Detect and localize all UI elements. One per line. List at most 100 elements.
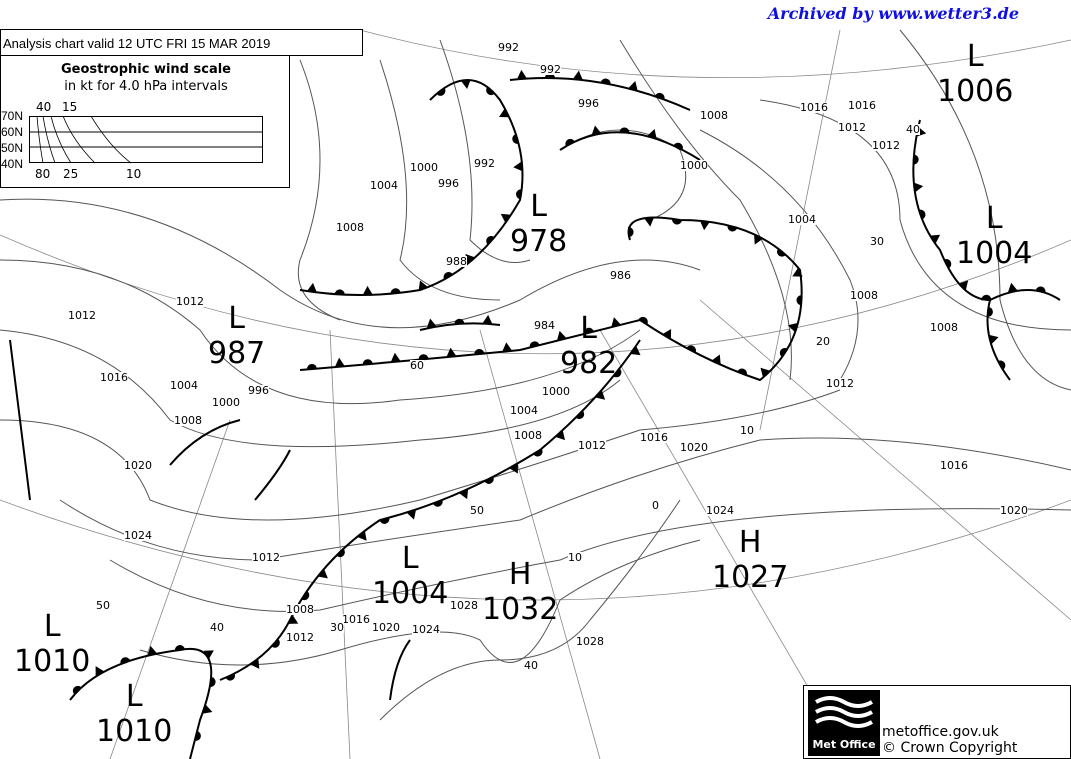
warm-front-semicircle [943, 259, 952, 269]
cold-front-triangle [202, 704, 213, 714]
warm-front-semicircle [334, 289, 345, 295]
cold-front-triangle [630, 345, 641, 356]
centre-value: 1027 [712, 560, 789, 595]
centre-type: L [530, 189, 547, 224]
centre-value: 978 [510, 224, 568, 259]
isobar-label: 40 [210, 621, 224, 634]
warm-front-semicircle [575, 410, 585, 420]
scale-lat-label: 50N [1, 141, 24, 155]
wind-scale-subtitle: in kt for 4.0 hPa intervals [64, 79, 228, 94]
isobar-label: 1008 [850, 289, 878, 302]
logo-text: Met Office [812, 738, 876, 751]
isobar-label: 1000 [410, 161, 438, 174]
warm-front-semicircle [619, 127, 630, 133]
isobar-label: 1008 [174, 414, 202, 427]
cold-front-triangle [406, 509, 417, 520]
cold-front-triangle [509, 463, 518, 474]
isobar-label: 1008 [700, 109, 728, 122]
cold-front-triangle [929, 234, 941, 244]
pressure-centre-low: L 1004 [372, 544, 448, 609]
isobar-label: 1012 [578, 439, 606, 452]
cold-front-triangle [591, 125, 602, 136]
pressure-centre-low: L 982 [560, 314, 617, 379]
isobar-label: 1016 [848, 99, 876, 112]
cold-front-triangle [390, 352, 401, 363]
isobar-label: 1008 [514, 429, 542, 442]
isobar-label: 0 [652, 499, 659, 512]
warm-front-semicircle [72, 685, 82, 695]
warm-front-semicircle [336, 548, 345, 558]
cold-front-triangle [418, 280, 428, 291]
cold-front-triangle [446, 347, 457, 358]
centre-type: L [401, 541, 419, 576]
warm-front-semicircle [225, 673, 236, 681]
pressure-centre-low: L 1010 [14, 612, 90, 677]
isobar-label: 1016 [940, 459, 968, 472]
archive-banner[interactable]: Archived by www.wetter3.de [767, 4, 1019, 23]
warm-front-semicircle [209, 676, 216, 687]
cold-front-triangle [644, 217, 655, 227]
cold-front-triangle [362, 285, 373, 296]
isobar-label: 1012 [252, 551, 280, 564]
cold-front-triangle [958, 280, 969, 291]
centre-value: 1004 [956, 236, 1033, 271]
warm-front-semicircle [600, 78, 611, 85]
scale-bottom-tick: 80 [35, 167, 51, 181]
warm-front-semicircle [654, 93, 665, 100]
cold-front-triangle [513, 161, 523, 172]
warm-front-semicircle [120, 657, 131, 664]
cold-front-triangle [306, 282, 317, 293]
warm-front-semicircle [627, 227, 634, 238]
centre-value: 1004 [372, 576, 449, 611]
centre-type: L [43, 609, 61, 644]
cold-front-triangle [913, 182, 924, 193]
isobar-label: 30 [870, 235, 884, 248]
isobar-label: 1004 [170, 379, 198, 392]
warm-front-semicircle [673, 142, 683, 150]
isobar-label: 1000 [212, 396, 240, 409]
cold-front-triangle [502, 342, 513, 352]
isobar-label: 1020 [124, 459, 152, 472]
credit-url[interactable]: metoffice.gov.uk [882, 724, 999, 740]
cold-front-triangle [787, 322, 798, 333]
isobar-label: 1020 [372, 621, 400, 634]
cold-front-triangle [595, 390, 606, 400]
warm-front-semicircle [777, 248, 786, 257]
isobar-label: 996 [438, 177, 459, 190]
pressure-centre-low: L 978 [510, 192, 567, 257]
waves-icon [815, 696, 873, 728]
warm-front-semicircle [486, 86, 496, 96]
cold-front-triangle [499, 108, 510, 118]
centre-type: L [966, 39, 984, 74]
pressure-centre-low: L 1006 [937, 42, 1013, 107]
warm-front-semicircle [737, 368, 747, 376]
wind-scale-graph [29, 116, 263, 164]
warm-front-semicircle [613, 368, 622, 378]
warm-front-semicircle [529, 341, 540, 348]
warm-front-semicircle [362, 359, 373, 365]
cold-front-triangle [572, 70, 583, 81]
cold-front-triangle [426, 318, 437, 329]
isobar-label: 1016 [800, 101, 828, 114]
isobar-label: 1016 [100, 371, 128, 384]
warm-front-semicircle [390, 288, 401, 294]
cold-front-triangle [95, 666, 105, 677]
cold-front-triangle [203, 650, 214, 660]
isobar-label: 1012 [838, 121, 866, 134]
pressure-centre-high: H 1027 [712, 528, 788, 593]
isobar-label: 10 [568, 551, 582, 564]
isobar-label: 1024 [124, 529, 152, 542]
wind-scale-title: Geostrophic wind scale [60, 62, 231, 77]
centre-type: L [580, 311, 597, 346]
warm-front-semicircle [454, 318, 465, 325]
isobar-label: 992 [498, 41, 519, 54]
warm-front-semicircle [432, 499, 443, 507]
cold-front-triangle [458, 488, 469, 500]
isobar-label: 984 [534, 319, 555, 332]
cold-front-triangle [460, 79, 471, 89]
centre-type: H [508, 557, 532, 592]
front-symbols [72, 69, 1046, 741]
warm-front-semicircle [638, 316, 648, 325]
isobar-label: 1028 [450, 599, 478, 612]
